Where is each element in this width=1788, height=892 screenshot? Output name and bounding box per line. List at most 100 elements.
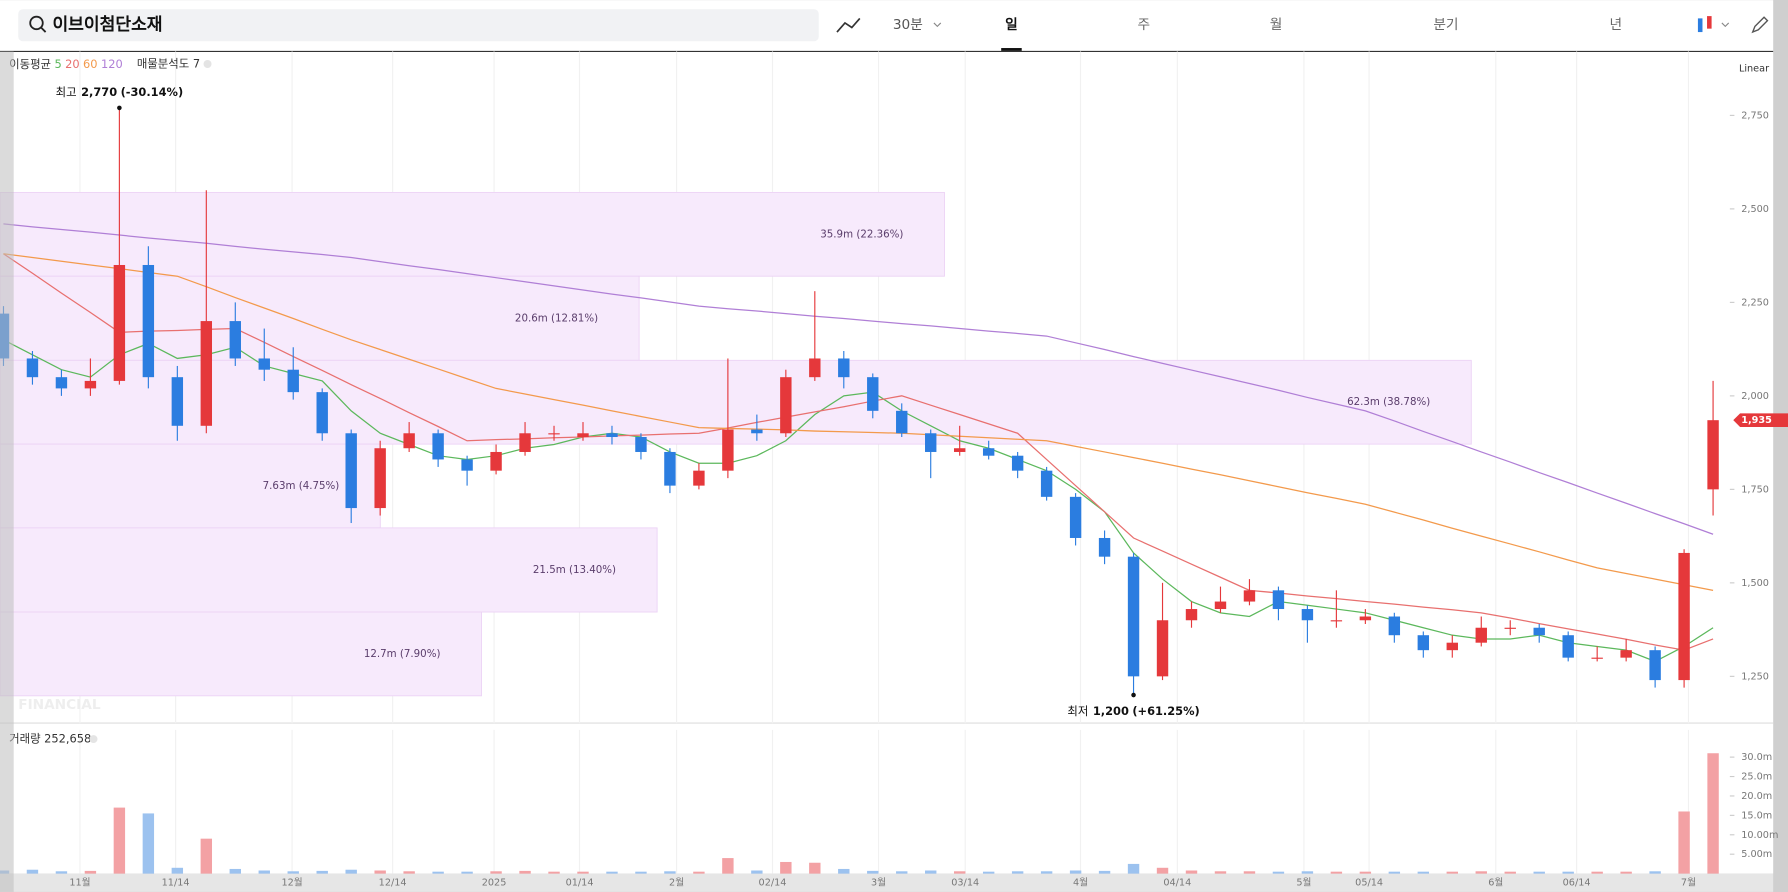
volume-profile-label: 12.7m (7.90%) — [364, 648, 441, 660]
volume-bar — [664, 871, 676, 874]
plot: 11월 11/14 12월 12/14 2025 01/14 2월 02/14 3월 03/14 4… — [0, 51, 1788, 889]
volume-bar — [1504, 871, 1516, 874]
watermark: FINANCIAL — [18, 697, 101, 713]
chevron — [933, 22, 942, 28]
volume-bar — [1446, 871, 1458, 874]
x-tick-label: 03/14 — [951, 878, 979, 889]
moving-average-line — [3, 253, 1714, 591]
draw-icon[interactable] — [1751, 16, 1769, 34]
candle-body — [258, 358, 270, 370]
candle-body — [1475, 627, 1487, 643]
volume-bar — [461, 871, 473, 874]
volume-bar — [635, 871, 647, 874]
candle-body — [432, 433, 444, 460]
volume-bar — [1156, 867, 1169, 874]
x-tick-label: 6월 — [1488, 877, 1503, 889]
candle-body — [1156, 620, 1169, 677]
volume-bar — [113, 807, 126, 874]
y-tick-label: 1,750 — [1741, 484, 1769, 495]
search-box[interactable] — [18, 9, 819, 42]
candle-body — [722, 429, 734, 471]
ma-legend-item: 60 — [83, 56, 98, 70]
candle-body — [1272, 590, 1285, 610]
x-tick-label: 12월 — [281, 877, 302, 889]
candle-body — [229, 321, 241, 359]
high-change: (-30.14%) — [121, 84, 184, 98]
volume-bar — [838, 868, 850, 874]
volume-profile-bar — [0, 359, 1472, 445]
last-price-tag — [1733, 413, 1788, 428]
candle-body — [113, 264, 126, 381]
volume-profile-bar — [0, 611, 482, 697]
volume-bar — [548, 871, 560, 874]
x-tick-label: 7월 — [1681, 877, 1696, 889]
period-tab[interactable]: 분기 — [1433, 17, 1458, 33]
y-tick-label: 1,500 — [1741, 578, 1769, 589]
candle-body — [1649, 650, 1661, 681]
candle-body — [1446, 642, 1458, 651]
interval-select[interactable]: 30분 — [893, 17, 923, 33]
volume-bar — [258, 870, 270, 874]
close-icon[interactable] — [89, 735, 98, 744]
volume-bar — [519, 870, 531, 874]
period-tab[interactable]: 월 — [1270, 17, 1283, 33]
candle-body — [519, 433, 531, 452]
x-tick-label: 5월 — [1296, 877, 1311, 889]
period-tab[interactable]: 주 — [1137, 17, 1150, 33]
volume-bar — [925, 870, 937, 874]
left-shade — [0, 51, 14, 892]
volume-bar — [982, 871, 995, 874]
candle-icon[interactable] — [1707, 16, 1712, 29]
candle-body — [751, 429, 763, 434]
volume-profile-label: 7.63m (4.75%) — [263, 480, 340, 492]
volume-bar — [1417, 871, 1430, 874]
volume-bar — [1330, 871, 1343, 874]
ma-legend-item: 120 — [101, 56, 123, 70]
candle-body — [171, 377, 184, 426]
candle-body — [1533, 627, 1545, 636]
close-icon[interactable] — [203, 60, 212, 68]
search-text[interactable]: 이브이첨단소재 — [52, 14, 162, 35]
period-tab[interactable]: 일 — [1005, 17, 1018, 33]
volume-bar — [345, 869, 357, 874]
candle-body — [1330, 620, 1343, 622]
period-tabs: 일 주 월 분기 년 — [1005, 17, 1622, 33]
volume-bar — [1475, 871, 1487, 874]
volume-profile-label: 62.3m (38.78%) — [1347, 396, 1430, 408]
volume-profile-bar — [0, 191, 945, 277]
candle-body — [26, 358, 39, 378]
x-tick-label: 02/14 — [759, 878, 787, 889]
x-tick-label: 01/14 — [566, 878, 594, 889]
volume-bar — [1069, 870, 1082, 874]
ma-legend: 이동평균 5 20 60 120 — [9, 56, 123, 70]
volume-bar — [722, 858, 734, 874]
volume-bar — [780, 861, 792, 874]
candle-body — [1359, 616, 1372, 621]
volume-bar — [171, 867, 184, 874]
low-change: (+61.25%) — [1132, 704, 1199, 718]
candle-body — [953, 448, 966, 452]
candle-body — [1620, 650, 1632, 658]
high-value: 2,770 — [81, 84, 117, 98]
candle-body — [316, 392, 328, 434]
candle-icon[interactable] — [1697, 18, 1703, 33]
candle-body — [1011, 455, 1024, 471]
low-marker — [1131, 692, 1136, 698]
period-tab[interactable]: 년 — [1610, 17, 1623, 33]
candle-body — [1417, 635, 1430, 651]
y-tick-label: 5.00m — [1741, 849, 1772, 860]
volume-bar — [1620, 871, 1632, 874]
candle-body — [1040, 470, 1053, 497]
y-tick-label: 2,000 — [1741, 391, 1769, 402]
candle-body — [1243, 590, 1256, 602]
volume-bar — [809, 862, 821, 874]
candle-body — [345, 433, 357, 509]
x-tick-label: 2025 — [482, 878, 507, 889]
scale-label[interactable]: Linear — [1739, 64, 1769, 75]
chart-type-icon[interactable] — [836, 17, 861, 33]
volume-bar — [1533, 871, 1545, 874]
search-icon — [29, 15, 44, 31]
candle-body — [1707, 420, 1719, 490]
volume-bar — [432, 871, 444, 874]
